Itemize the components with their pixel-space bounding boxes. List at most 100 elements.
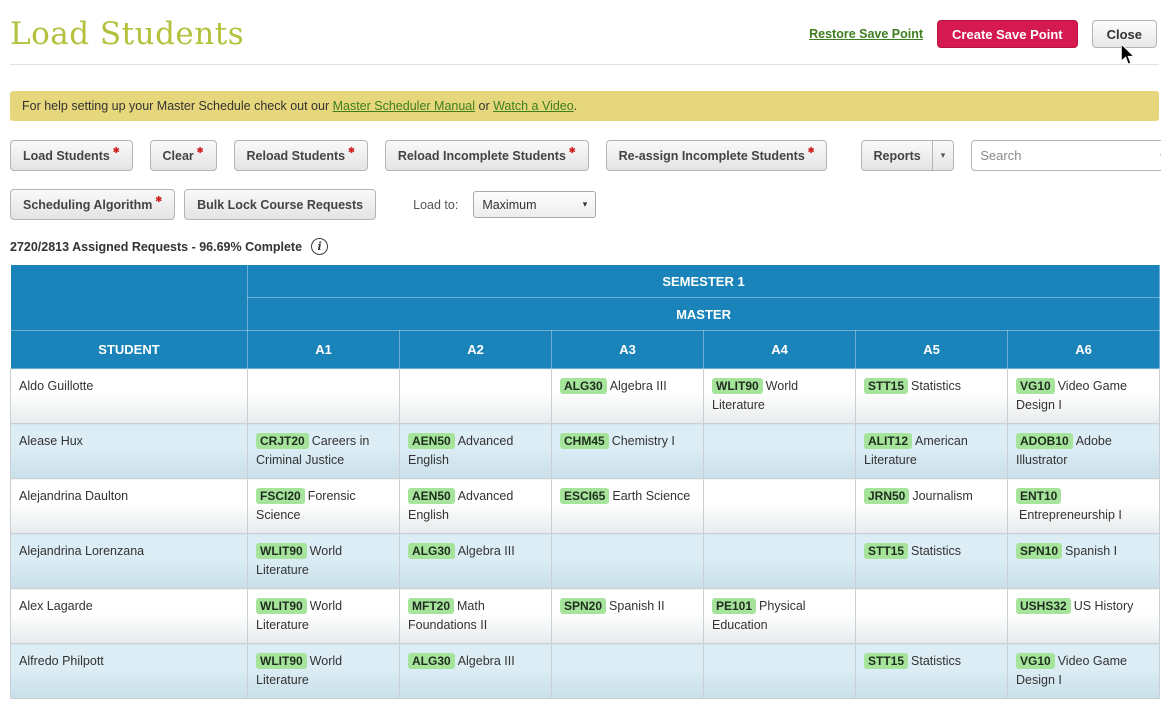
- course-cell: WLIT90 World Literature: [247, 533, 400, 589]
- table-row: Alejandrina Daulton FSCI20 Forensic Scienc…: [10, 478, 1161, 534]
- bulk-lock-course-requests-button[interactable]: Bulk Lock Course Requests: [184, 189, 377, 220]
- course-name: Advanced English: [408, 489, 514, 522]
- watch-a-video-link[interactable]: Watch a Video: [493, 99, 574, 113]
- reports-dropdown-caret-icon[interactable]: ▾: [931, 141, 954, 170]
- load-students-label: Load Students: [23, 148, 110, 163]
- student-name: Alease Hux: [10, 423, 248, 479]
- course-code-badge: ALG30: [560, 378, 607, 395]
- course-code-badge: WLIT90: [256, 543, 307, 560]
- course-cell: [703, 478, 856, 534]
- course-cell: VG10 Video Game Design I: [1006, 643, 1161, 699]
- banner-text: .: [573, 99, 578, 113]
- course-cell: ALG30 Algebra III: [399, 533, 552, 589]
- course-cell: [703, 643, 856, 699]
- column-header-a4: A4: [703, 330, 856, 369]
- assigned-requests-status: 2720/2813 Assigned Requests - 96.69% Com…: [10, 239, 303, 254]
- course-code-badge: STT15: [864, 543, 909, 560]
- close-button[interactable]: Close: [1091, 20, 1157, 48]
- course-code-badge: ESCI65: [560, 488, 610, 505]
- course-cell: CRJT20 Careers in Criminal Justice: [247, 423, 400, 479]
- table-row: Alex Lagarde WLIT90 World Literature MFT20 M…: [10, 588, 1161, 644]
- column-header-a3: A3: [551, 330, 704, 369]
- course-code-badge: AEN50: [408, 488, 455, 505]
- clear-label: Clear: [162, 148, 194, 163]
- course-cell: STT15 Statistics: [855, 533, 1008, 589]
- toolbar-row-2: Scheduling Algorithm ✱ Bulk Lock Course R…: [10, 189, 1159, 220]
- course-code-badge: SPN10: [1016, 543, 1063, 560]
- search-input[interactable]: [980, 148, 1157, 163]
- course-name: World Literature: [256, 654, 343, 687]
- course-cell: SPN20 Spanish II: [551, 588, 704, 644]
- course-name: Algebra III: [457, 654, 515, 668]
- page-header: Load Students Restore Save Point Create …: [10, 0, 1159, 65]
- course-cell: [703, 423, 856, 479]
- course-code-badge: WLIT90: [712, 378, 763, 395]
- load-to-select[interactable]: Maximum ▾: [473, 191, 597, 218]
- toolbar-row-1: Load Students ✱ Clear ✱ Reload Students ✱ R…: [10, 140, 1161, 171]
- course-cell: [399, 368, 552, 424]
- reload-students-button[interactable]: Reload Students ✱: [233, 140, 368, 171]
- help-banner: For help setting up your Master Schedule…: [10, 91, 1159, 121]
- reload-incomplete-students-label: Reload Incomplete Students: [397, 148, 566, 163]
- reload-students-label: Reload Students: [246, 148, 346, 163]
- create-save-point-button[interactable]: Create Save Point: [937, 20, 1078, 48]
- course-name: Adobe Illustrator: [1016, 434, 1112, 467]
- course-code-badge: ALG30: [408, 653, 455, 670]
- course-name: American Literature: [864, 434, 968, 467]
- course-code-badge: JRN50: [864, 488, 910, 505]
- course-code-badge: PE101: [712, 598, 757, 615]
- scheduling-algorithm-label: Scheduling Algorithm: [23, 197, 153, 212]
- course-code-badge: CRJT20: [256, 433, 309, 450]
- load-to-label: Load to:: [413, 197, 459, 212]
- course-cell: ADOB10 Adobe Illustrator: [1006, 423, 1161, 479]
- bulk-lock-label: Bulk Lock Course Requests: [197, 197, 364, 212]
- course-cell: FSCI20 Forensic Science: [247, 478, 400, 534]
- course-name: Earth Science: [612, 489, 691, 503]
- clear-button[interactable]: Clear ✱: [149, 140, 217, 171]
- course-name: Algebra III: [457, 544, 515, 558]
- page-title: Load Students: [10, 16, 245, 52]
- course-cell: WLIT90 World Literature: [247, 588, 400, 644]
- course-name: Journalism: [912, 489, 973, 503]
- course-cell: USHS32 US History: [1006, 588, 1161, 644]
- student-name: Alex Lagarde: [10, 588, 248, 644]
- reassign-incomplete-students-button[interactable]: Re-assign Incomplete Students ✱: [605, 140, 828, 171]
- load-students-button[interactable]: Load Students ✱: [10, 140, 133, 171]
- column-header-a1: A1: [247, 330, 400, 369]
- course-code-badge: USHS32: [1016, 598, 1071, 615]
- reload-incomplete-students-button[interactable]: Reload Incomplete Students ✱: [384, 140, 589, 171]
- student-name: Alejandrina Lorenzana: [10, 533, 248, 589]
- course-name: Physical Education: [712, 599, 806, 632]
- course-name: Entrepreneurship I: [1019, 507, 1122, 522]
- table-row: Alfredo Philpott WLIT90 World Literature AL…: [10, 643, 1161, 699]
- course-name: Algebra III: [609, 379, 667, 393]
- course-name: Video Game Design I: [1016, 654, 1127, 687]
- schedule-table-body: Aldo Guillotte ALG30 Algebra III WLIT90 Worl…: [10, 368, 1161, 699]
- column-header-student: STUDENT: [10, 330, 248, 369]
- reports-label: Reports: [873, 148, 921, 163]
- scheduling-algorithm-button[interactable]: Scheduling Algorithm ✱: [10, 189, 176, 220]
- load-to-selected-value: Maximum: [482, 197, 537, 212]
- reports-button[interactable]: Reports ▾: [861, 140, 955, 171]
- course-code-badge: ENT10: [1016, 488, 1062, 505]
- master-scheduler-manual-link[interactable]: Master Scheduler Manual: [332, 99, 476, 113]
- course-cell: [703, 533, 856, 589]
- course-cell: JRN50 Journalism: [855, 478, 1008, 534]
- course-cell: ESCI65 Earth Science: [551, 478, 704, 534]
- restore-save-point-link[interactable]: Restore Save Point: [809, 27, 924, 41]
- course-cell: ALIT12 American Literature: [855, 423, 1008, 479]
- course-cell: CHM45 Chemistry I: [551, 423, 704, 479]
- course-name: Forensic Science: [256, 489, 356, 522]
- course-name: World Literature: [712, 379, 799, 412]
- course-code-badge: MFT20: [408, 598, 455, 615]
- course-cell: VG10 Video Game Design I: [1006, 368, 1161, 424]
- info-icon[interactable]: i: [311, 238, 329, 255]
- course-code-badge: VG10: [1016, 378, 1055, 395]
- course-code-badge: ALG30: [408, 543, 455, 560]
- course-name: Spanish I: [1065, 544, 1118, 558]
- student-name: Alfredo Philpott: [10, 643, 248, 699]
- course-name: World Literature: [256, 544, 343, 577]
- course-cell: ALG30 Algebra III: [399, 643, 552, 699]
- course-cell: AEN50 Advanced English: [399, 423, 552, 479]
- schedule-table: SEMESTER 1 MASTER STUDENT A1 A2 A3 A4 A5…: [10, 264, 1161, 699]
